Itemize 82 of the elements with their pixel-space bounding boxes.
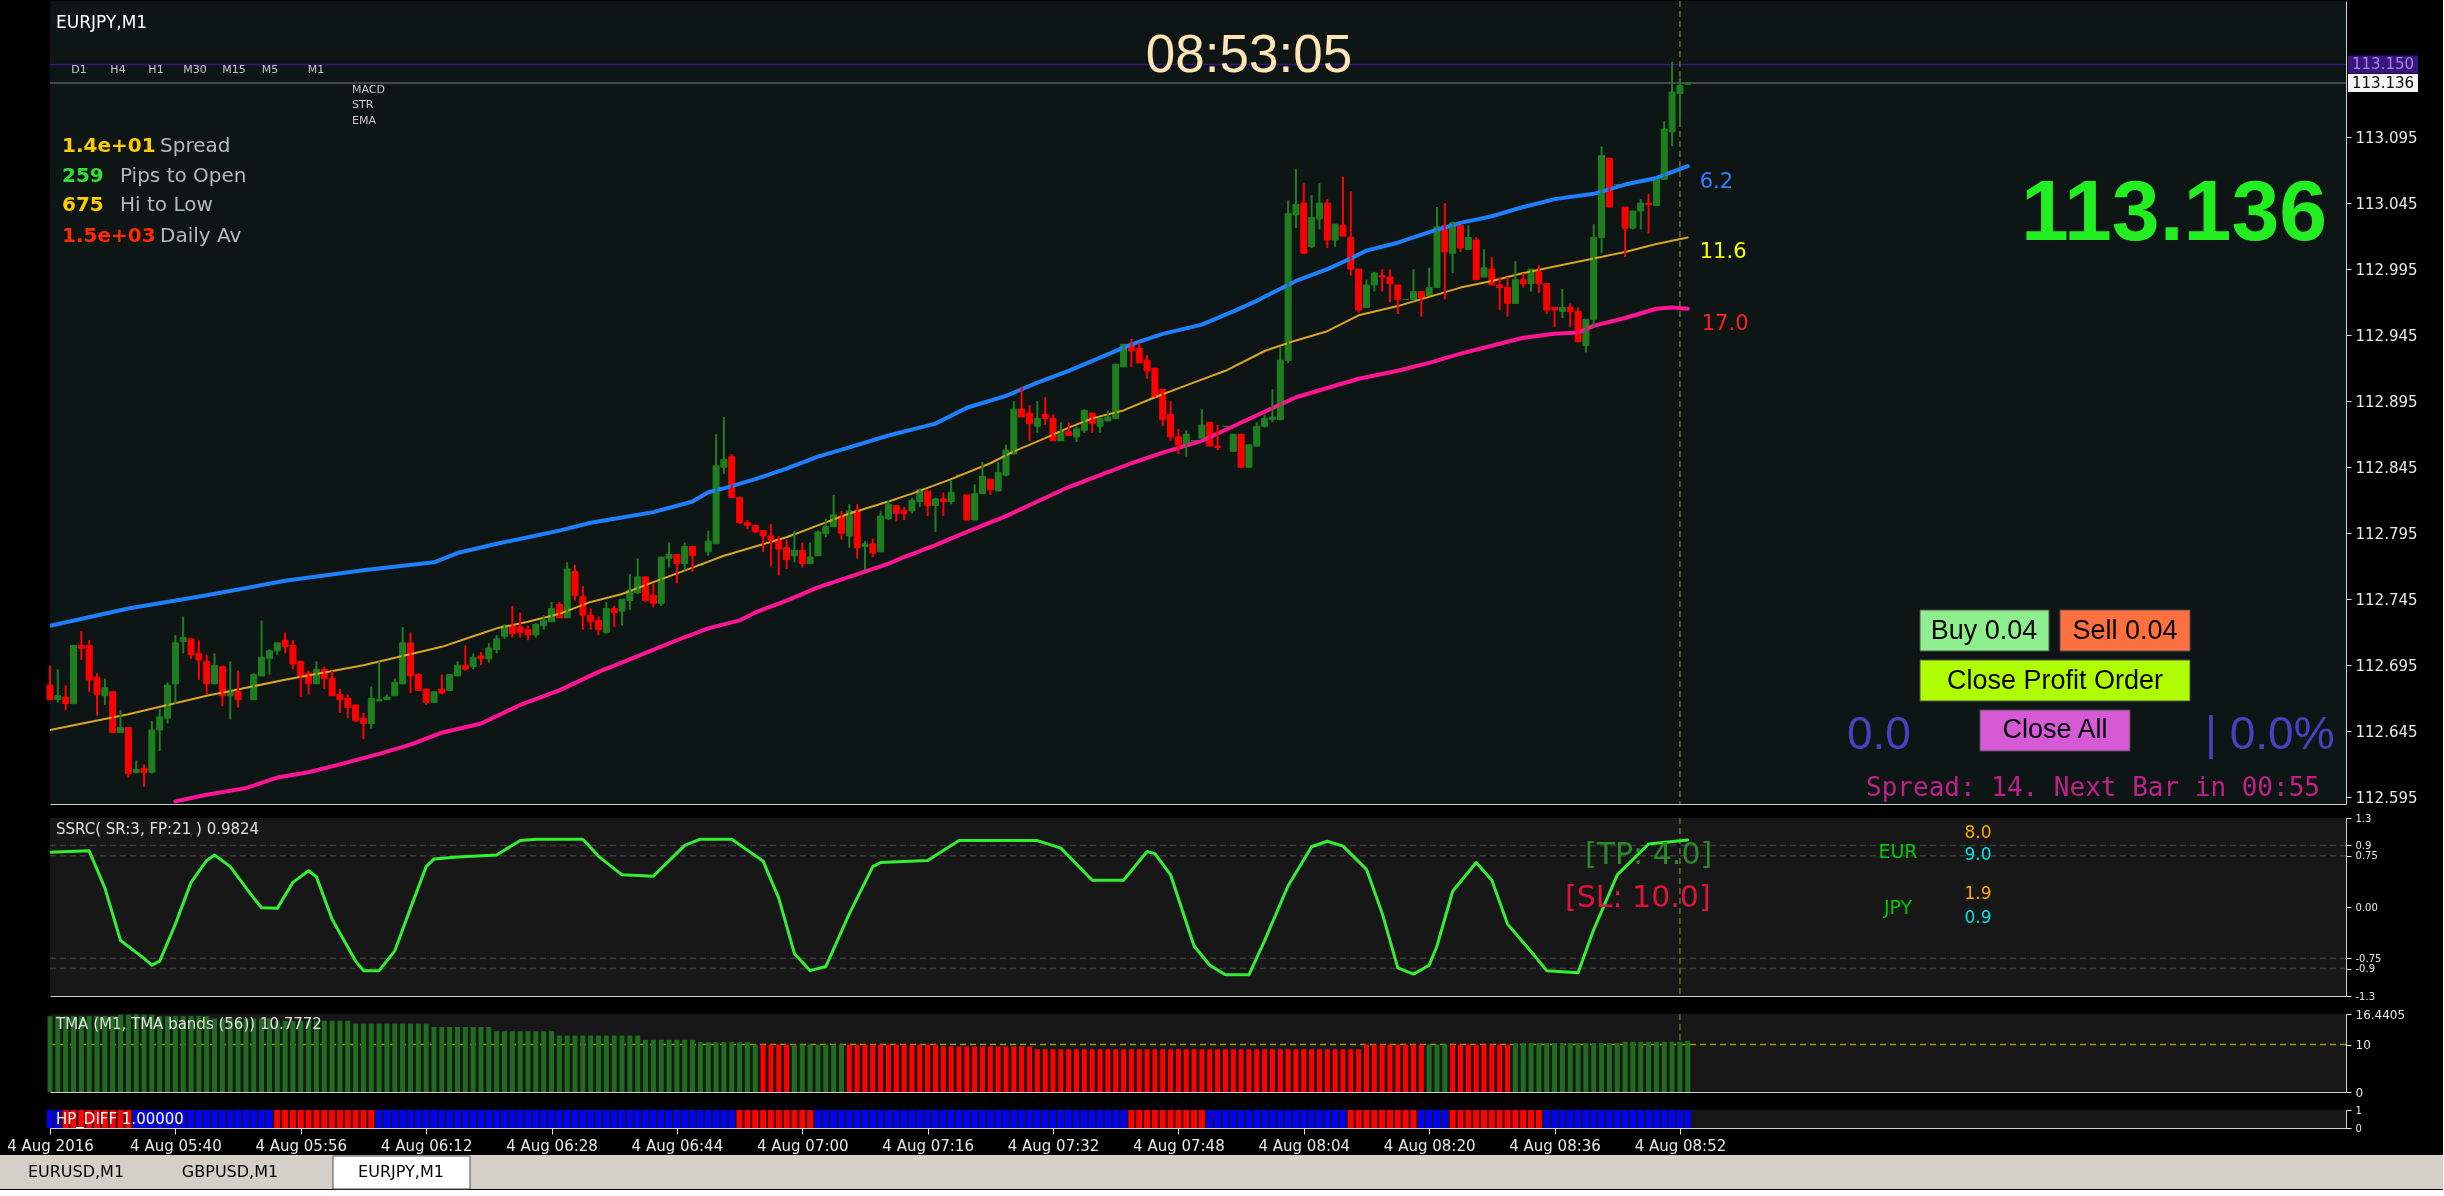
annotation: 17.0 [1701,311,1749,335]
y-tick-label: -1.3 [2355,990,2376,1002]
annotation: D1 [71,63,87,76]
x-tick-label: 4 Aug 08:20 [1383,1136,1476,1155]
annotation: M30 [183,63,207,76]
x-tick-label: 4 Aug 07:32 [1007,1136,1100,1155]
annotation: 11.6 [1699,239,1747,263]
y-tick-label: 112.595 [2355,788,2418,807]
annotation: 0.0 [1847,707,1911,759]
text: EURJPY,M1 [56,12,148,32]
annotation: MACD [352,83,385,96]
y-tick-label: 112.745 [2355,590,2418,609]
y-tick-label: 16.4405 [2355,1007,2406,1022]
annotation: 1.5e+03 [62,223,156,247]
x-tick-label: 4 Aug 07:48 [1133,1136,1225,1155]
y-tick-label: 0 [2355,1085,2364,1100]
y-tick-label: 112.945 [2355,326,2418,345]
x-tick-label: 4 Aug 08:52 [1634,1136,1727,1155]
y-tick-label: -0.75 [2355,952,2382,964]
annotation: M1 [307,63,325,76]
text: GBPUSD,M1 [181,1162,279,1181]
y-tick-label: 112.895 [2355,392,2418,411]
annotation: EUR [1878,840,1918,862]
y-tick-label: 112.695 [2355,656,2418,675]
y-tick-label: 112.645 [2355,722,2418,741]
annotation: STR [352,98,374,111]
x-tick-label: 4 Aug 06:28 [506,1136,598,1155]
x-tick-label: 4 Aug 05:56 [255,1136,348,1155]
annotation: 113.136 [2020,162,2328,258]
x-tick-label: 4 Aug 06:12 [380,1136,473,1155]
annotation: [TP: 4.0] [1585,836,1713,871]
annotation: Pips to Open [120,163,247,187]
annotation: 08:53:05 [1145,24,1353,83]
y-tick-label: 0 [2355,1122,2362,1134]
annotation: EMA [352,114,377,127]
annotation: 0.9 [1964,907,1992,927]
annotation: JPY [1882,896,1913,918]
annotation: H4 [110,63,126,76]
ref-line-label: 113.136 [2352,73,2415,92]
annotation: 1.9 [1964,883,1992,903]
annotation: 6.2 [1699,169,1734,193]
annotation: 8.0 [1964,822,1992,842]
annotation: Daily Av [160,223,242,247]
annotation: M5 [261,63,279,76]
annotation: 9.0 [1964,844,1992,864]
annotation: | 0.0% [2205,707,2335,759]
y-tick-label: 112.995 [2355,260,2418,279]
x-tick-label: 4 Aug 2016 [7,1136,94,1155]
annotation: 1.4e+01 [62,133,156,157]
annotation: Spread [160,133,231,157]
x-tick-label: 4 Aug 07:00 [756,1136,849,1155]
y-tick-label: 113.095 [2355,128,2418,147]
chart-title: TMA (M1, TMA bands (56)) 10.7772 [55,1015,322,1033]
y-tick-label: 1 [2355,1104,2362,1116]
annotation: Sell 0.04 [2072,615,2178,645]
annotation: 259 [62,163,104,187]
annotation: 675 [62,192,104,216]
ref-line-label: 113.150 [2352,55,2415,74]
y-tick-label: 0.75 [2355,850,2378,862]
annotation: H1 [148,63,164,76]
text: EURJPY,M1 [358,1162,444,1181]
annotation: Close Profit Order [1946,665,2164,695]
x-tick-label: 4 Aug 05:40 [130,1136,222,1155]
annotation: Buy 0.04 [1930,615,2038,645]
y-tick-label: 1.3 [2355,812,2372,824]
y-tick-label: 10 [2355,1038,2371,1053]
chart-title: SSRC( SR:3, FP:21 ) 0.9824 [56,820,260,838]
y-tick-label: 112.845 [2355,458,2418,477]
annotation: Hi to Low [120,192,213,216]
annotation: M15 [222,63,246,76]
y-tick-label: 0.00 [2355,901,2378,913]
x-tick-label: 4 Aug 06:44 [631,1136,724,1155]
x-tick-label: 4 Aug 08:36 [1509,1136,1601,1155]
y-tick-label: 113.045 [2355,194,2418,213]
y-tick-label: 0.9 [2355,839,2372,851]
text: EURUSD,M1 [27,1162,125,1181]
y-tick-label: -0.9 [2355,963,2376,975]
x-tick-label: 4 Aug 07:16 [882,1136,974,1155]
annotation: Spread: 14. Next Bar in 00:55 [1866,772,2320,802]
annotation: Close All [2002,714,2108,744]
y-tick-label: 112.795 [2355,524,2418,543]
x-tick-label: 4 Aug 08:04 [1258,1136,1351,1155]
